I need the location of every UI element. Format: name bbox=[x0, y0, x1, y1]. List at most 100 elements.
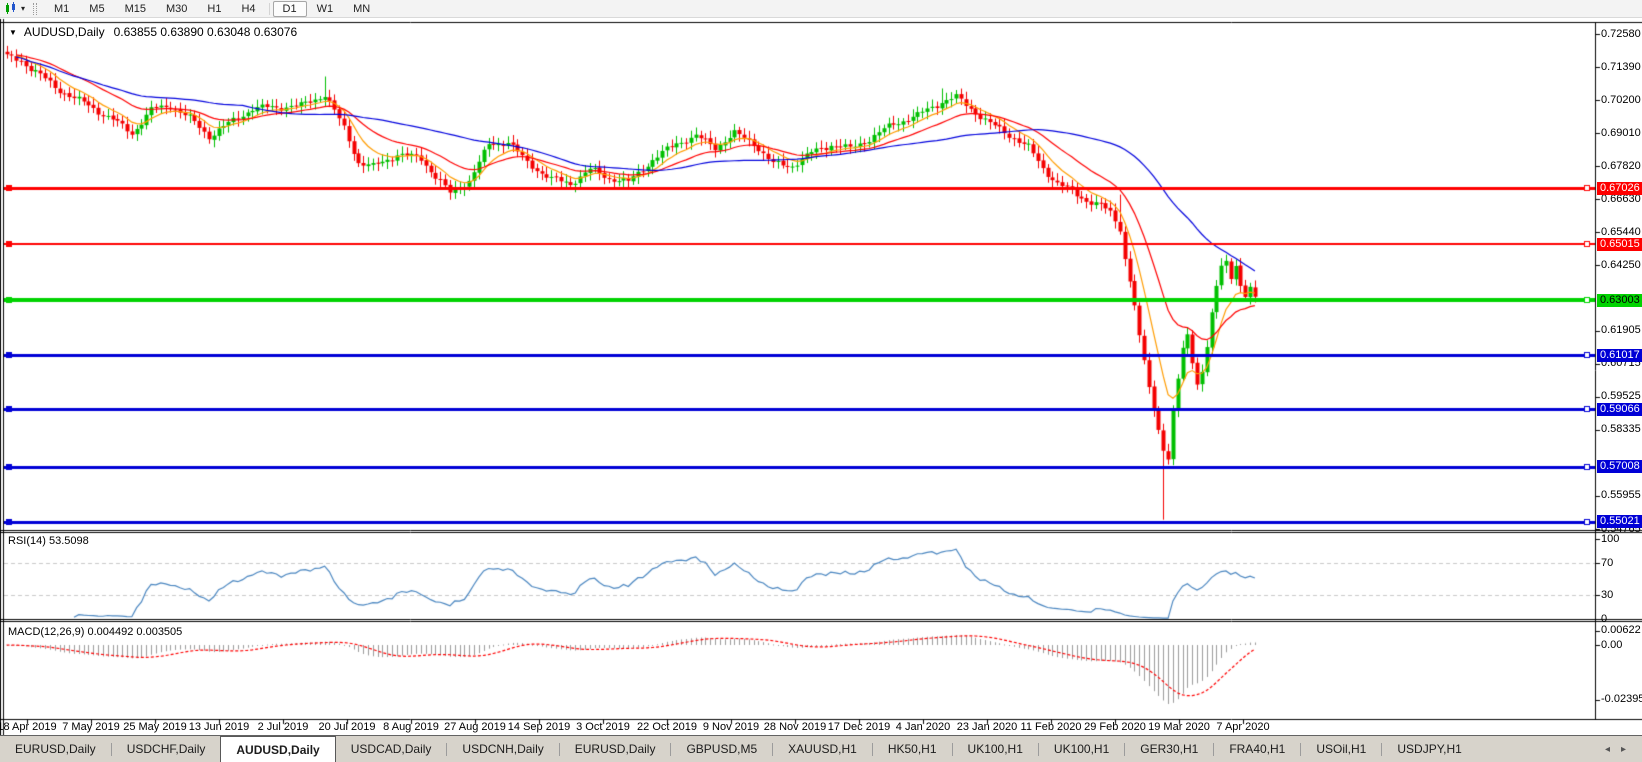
date-label: 2 Jul 2019 bbox=[257, 721, 309, 733]
date-label: 27 Aug 2019 bbox=[444, 721, 506, 733]
chart-tab-usdchf-daily[interactable]: USDCHF,Daily bbox=[126, 742, 206, 756]
price-tick-label: 0.71390 bbox=[1601, 60, 1641, 73]
price-line-label[interactable]: 0.63003 bbox=[1597, 293, 1642, 307]
date-label: 7 May 2019 bbox=[62, 721, 120, 733]
tab-scroll-left-icon[interactable]: ◂ bbox=[1604, 743, 1610, 755]
rsi-tick-label: 70 bbox=[1601, 556, 1614, 569]
date-label: 18 Apr 2019 bbox=[0, 721, 57, 733]
price-line-label[interactable]: 0.57008 bbox=[1597, 460, 1642, 474]
date-label: 19 Mar 2020 bbox=[1148, 721, 1210, 733]
tab-separator bbox=[1213, 742, 1215, 756]
date-label: 17 Dec 2019 bbox=[827, 721, 891, 733]
chart-title: ▼ AUDUSD,Daily 0.63855 0.63890 0.63048 0… bbox=[9, 25, 297, 39]
macd-tick-label: -0.023959 bbox=[1601, 693, 1642, 706]
price-tick-label: 0.69010 bbox=[1601, 126, 1641, 139]
chart-symbol-label: AUDUSD,Daily bbox=[23, 25, 105, 39]
macd-indicator-label: MACD(12,26,9) 0.004492 0.003505 bbox=[8, 626, 183, 638]
date-label: 29 Feb 2020 bbox=[1084, 721, 1146, 733]
tab-separator bbox=[1037, 742, 1039, 756]
price-tick-label: 0.58335 bbox=[1601, 423, 1641, 436]
chart-tab-eurusd-daily[interactable]: EURUSD,Daily bbox=[15, 742, 96, 756]
chart-tab-usdcad-daily[interactable]: USDCAD,Daily bbox=[350, 742, 432, 756]
chart-tab-usoil-h1[interactable]: USOil,H1 bbox=[1316, 742, 1367, 756]
tab-separator bbox=[558, 742, 560, 756]
toolbar-separator bbox=[268, 2, 270, 15]
chart-tab-usdcnh-daily[interactable]: USDCNH,Daily bbox=[462, 742, 544, 756]
tab-scroll-right-icon[interactable]: ▸ bbox=[1620, 743, 1626, 755]
tab-separator bbox=[871, 742, 873, 756]
macd-tick-label: 0.00622 bbox=[1601, 624, 1641, 637]
timeframe-button-m5[interactable]: M5 bbox=[89, 2, 105, 15]
rsi-tick-label: 0 bbox=[1601, 612, 1608, 625]
date-label: 8 Aug 2019 bbox=[383, 721, 439, 733]
chart-tab-hk50-h1[interactable]: HK50,H1 bbox=[887, 742, 937, 756]
chart-tab-gbpusd-m5[interactable]: GBPUSD,M5 bbox=[686, 742, 758, 756]
date-label: 13 Jun 2019 bbox=[188, 721, 250, 733]
price-tick-label: 0.64250 bbox=[1601, 258, 1641, 271]
chart-tab-uk100-h1[interactable]: UK100,H1 bbox=[1053, 742, 1110, 756]
tab-separator bbox=[1381, 742, 1383, 756]
price-line-label[interactable]: 0.61017 bbox=[1597, 348, 1642, 362]
rsi-tick-label: 30 bbox=[1601, 588, 1614, 601]
date-label: 14 Sep 2019 bbox=[507, 721, 571, 733]
date-label: 3 Oct 2019 bbox=[576, 721, 630, 733]
chart-tab-fra40-h1[interactable]: FRA40,H1 bbox=[1229, 742, 1286, 756]
timeframe-button-h1[interactable]: H1 bbox=[207, 2, 222, 15]
price-tick-label: 0.70200 bbox=[1601, 93, 1641, 106]
chart-tab-xauusd-h1[interactable]: XAUUSD,H1 bbox=[788, 742, 857, 756]
timeframe-button-d1[interactable]: D1 bbox=[272, 0, 307, 17]
price-tick-label: 0.59525 bbox=[1601, 390, 1641, 403]
collapse-arrow-icon[interactable]: ▼ bbox=[9, 27, 17, 37]
date-label: 22 Oct 2019 bbox=[637, 721, 697, 733]
date-label: 28 Nov 2019 bbox=[763, 721, 827, 733]
chart-type-dropdown-icon[interactable]: ▾ bbox=[21, 4, 26, 13]
chart-tab-ger30-h1[interactable]: GER30,H1 bbox=[1140, 742, 1199, 756]
tab-separator bbox=[110, 742, 112, 756]
price-line-label[interactable]: 0.65015 bbox=[1597, 237, 1642, 251]
timeframe-button-m30[interactable]: M30 bbox=[165, 2, 188, 15]
tab-separator bbox=[670, 742, 672, 756]
price-tick-label: 0.66630 bbox=[1601, 192, 1641, 205]
tab-separator bbox=[1300, 742, 1302, 756]
price-tick-label: 0.55955 bbox=[1601, 489, 1641, 502]
chart-ohlc-values: 0.63855 0.63890 0.63048 0.63076 bbox=[113, 25, 298, 39]
price-line-label[interactable]: 0.67026 bbox=[1597, 181, 1642, 195]
timeframe-button-h4[interactable]: H4 bbox=[241, 2, 256, 15]
chart-type-icon[interactable] bbox=[4, 2, 19, 15]
price-line-label[interactable]: 0.59066 bbox=[1597, 402, 1642, 416]
rsi-indicator-label: RSI(14) 53.5098 bbox=[8, 535, 89, 547]
timeframe-button-mn[interactable]: MN bbox=[353, 2, 371, 15]
date-label: 7 Apr 2020 bbox=[1216, 721, 1270, 733]
price-tick-label: 0.61905 bbox=[1601, 324, 1641, 337]
timeframe-buttons: M1 M5 M15 M30 H1 H4 D1 W1 MN bbox=[44, 0, 380, 17]
chart-tabs: EURUSD,Daily USDCHF,Daily AUDUSD,Daily USDC… bbox=[0, 736, 1477, 762]
tab-separator bbox=[951, 742, 953, 756]
chart-tab-uk100-h1[interactable]: UK100,H1 bbox=[967, 742, 1023, 756]
date-label: 11 Feb 2020 bbox=[1020, 721, 1082, 733]
rsi-tick-label: 100 bbox=[1601, 532, 1620, 545]
macd-tick-label: 0.00 bbox=[1601, 638, 1623, 651]
price-line-label[interactable]: 0.55021 bbox=[1597, 515, 1642, 529]
price-tick-label: 0.65440 bbox=[1601, 225, 1641, 238]
chart-tab-audusd-daily[interactable]: AUDUSD,Daily bbox=[220, 736, 336, 762]
tab-separator bbox=[1124, 742, 1126, 756]
timeframe-button-m1[interactable]: M1 bbox=[54, 2, 70, 15]
chart-tab-usdjpy-h1[interactable]: USDJPY,H1 bbox=[1397, 742, 1462, 756]
timeframe-button-w1[interactable]: W1 bbox=[316, 2, 334, 15]
date-label: 9 Nov 2019 bbox=[702, 721, 760, 733]
timeframe-toolbar: ▾ M1 M5 M15 M30 H1 H4 D1 W1 MN bbox=[0, 0, 1642, 18]
price-tick-label: 0.67820 bbox=[1601, 159, 1641, 172]
timeframe-button-m15[interactable]: M15 bbox=[124, 2, 146, 15]
tab-scroll-nav: ◂ ▸ bbox=[1605, 736, 1642, 762]
toolbar-grip bbox=[33, 2, 38, 15]
price-tick-label: 0.72580 bbox=[1601, 27, 1641, 40]
date-label: 23 Jan 2020 bbox=[956, 721, 1018, 733]
chart-tabs-bar: EURUSD,Daily USDCHF,Daily AUDUSD,Daily USDC… bbox=[0, 735, 1642, 762]
tab-separator bbox=[446, 742, 448, 756]
chart-tab-eurusd-daily[interactable]: EURUSD,Daily bbox=[574, 742, 656, 756]
tab-separator bbox=[772, 742, 774, 756]
date-label: 4 Jan 2020 bbox=[895, 721, 951, 733]
date-label: 25 May 2019 bbox=[123, 721, 187, 733]
